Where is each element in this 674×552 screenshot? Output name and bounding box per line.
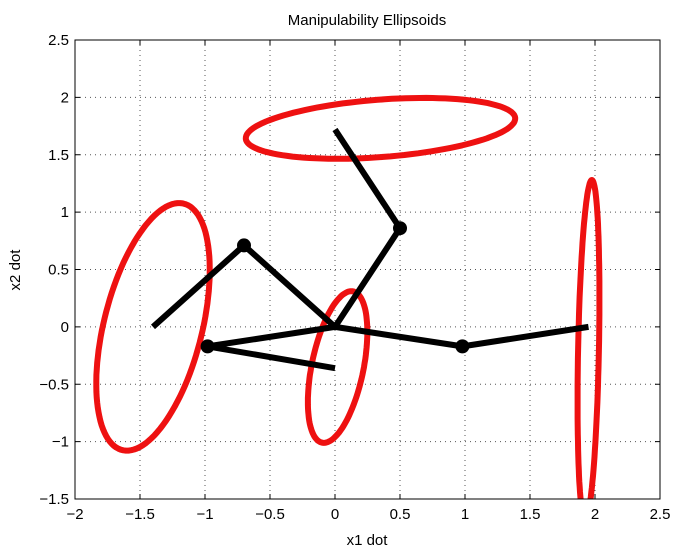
y-tick-label: 1 [61, 204, 69, 221]
x-tick-label: −2 [66, 506, 83, 523]
x-tick-label: 0.5 [390, 506, 411, 523]
y-tick-label: 2.5 [48, 32, 69, 49]
x-tick-label: 0 [331, 506, 339, 523]
x-tick-label: −1.5 [125, 506, 155, 523]
y-tick-label: 2 [61, 89, 69, 106]
manipulability-ellipse [242, 94, 519, 162]
manipulability-ellipse [574, 177, 603, 499]
x-tick-label: 1 [461, 506, 469, 523]
arm-link [150, 242, 338, 330]
y-tick-label: 0.5 [48, 262, 69, 279]
y-tick-label: −1.5 [39, 491, 69, 508]
axis-ticks: −2 −1.5 −1 −0.5 0 0.5 1 1.5 2 2.5−1.5−1−0.500.511… [39, 32, 670, 523]
x-tick-label: −0.5 [255, 506, 285, 523]
y-tick-label: −0.5 [39, 376, 69, 393]
joints [200, 221, 470, 354]
x-tick-label: −1 [196, 506, 213, 523]
arm-joint [393, 221, 407, 236]
x-tick-label: 2.5 [650, 506, 671, 523]
x-tick-label: 1.5 [520, 506, 541, 523]
x-tick-label: 2 [591, 506, 599, 523]
y-axis-label: x2 dot [7, 249, 24, 291]
robot-arms [150, 127, 589, 372]
y-tick-label: 0 [61, 319, 69, 336]
arm-joint [455, 339, 470, 354]
arm-joint [200, 339, 215, 354]
chart-title: Manipulability Ellipsoids [288, 12, 446, 29]
arm-joint [237, 238, 251, 253]
y-tick-label: −1 [52, 434, 69, 451]
y-tick-label: 1.5 [48, 147, 69, 164]
x-axis-label: x1 dot [347, 532, 389, 549]
